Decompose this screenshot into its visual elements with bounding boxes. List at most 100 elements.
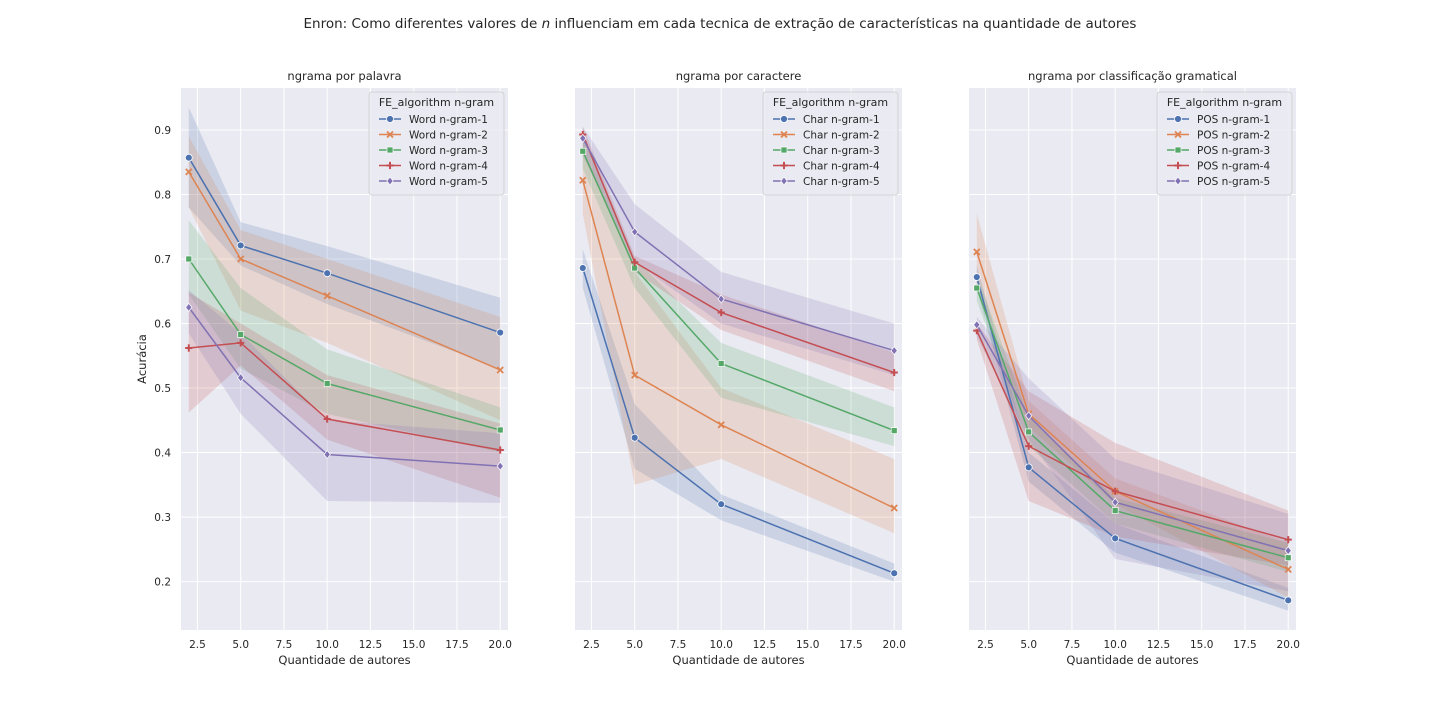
legend-marker <box>386 115 394 123</box>
series-line <box>188 306 501 467</box>
legend-entry: Word n-gram-2 <box>379 130 488 142</box>
data-point <box>1025 411 1033 421</box>
y-tick-label: 0.5 <box>154 383 171 395</box>
data-point <box>236 241 245 250</box>
series <box>579 130 898 377</box>
ci-band <box>582 126 895 376</box>
ci-band <box>976 317 1289 592</box>
panel-2: ngrama por caractere 2.5 5.0 7.5 10.0 12.5 15.… <box>575 69 906 667</box>
y-tick-label: 0.9 <box>154 125 171 137</box>
panel-title: ngrama por palavra <box>287 69 401 83</box>
x-tick-label: 10.0 <box>710 639 733 651</box>
series-lines <box>578 130 899 578</box>
x-tick-label: 7.5 <box>276 639 293 651</box>
series-lines <box>972 248 1293 605</box>
series-line <box>976 276 1289 602</box>
data-point <box>717 294 725 304</box>
series-line <box>976 330 1289 541</box>
legend-entry: POS n-gram-2 <box>1167 130 1270 142</box>
x-tick-label: 5.0 <box>232 639 249 651</box>
data-point <box>579 133 587 143</box>
legend-label: POS n-gram-5 <box>1197 176 1270 188</box>
legend: FE_algorithm n-gram POS n-gram-1 POS n-gra… <box>1156 91 1293 196</box>
series-line <box>582 137 895 352</box>
legend-label: POS n-gram-4 <box>1197 161 1270 173</box>
data-point <box>185 302 193 312</box>
legend-marker <box>1174 115 1182 123</box>
series-line <box>582 267 895 574</box>
ci-band <box>582 133 895 447</box>
legend-entry: Char n-gram-3 <box>773 145 880 157</box>
x-tick-label: 20.0 <box>489 639 512 651</box>
legend-marker <box>780 161 788 170</box>
panel-3: ngrama por classificação gramatical 2.5 5.… <box>969 69 1300 667</box>
data-point <box>973 248 981 256</box>
data-point <box>323 449 331 460</box>
legend-marker <box>780 176 788 186</box>
legend-title: FE_algorithm n-gram <box>1167 96 1282 109</box>
legend-marker <box>386 161 394 170</box>
series-line <box>188 258 501 431</box>
x-tick-label: 2.5 <box>583 639 600 651</box>
data-point <box>323 380 331 387</box>
x-tick-label: 20.0 <box>883 639 906 651</box>
panel-1: ngrama por palavra 2.5 5.0 7.5 10.0 12.5 15.0 1… <box>135 69 512 667</box>
legend-marker <box>780 115 788 123</box>
series <box>973 320 1292 556</box>
series-line <box>976 287 1289 559</box>
x-axis-label: Quantidade de autores <box>278 653 410 667</box>
confidence-bands <box>582 126 895 582</box>
series <box>972 273 1293 605</box>
series <box>973 327 1292 544</box>
legend-label: Word n-gram-2 <box>409 130 488 142</box>
data-point <box>579 147 587 155</box>
x-axis-label: Quantidade de autores <box>672 653 804 667</box>
panels: ngrama por palavra 2.5 5.0 7.5 10.0 12.5 15.0 1… <box>135 69 1300 667</box>
x-tick-label: 10.0 <box>1104 639 1127 651</box>
series-line <box>582 134 895 374</box>
x-tick-label: 17.5 <box>1233 639 1256 651</box>
data-point <box>1284 546 1292 556</box>
x-tick-label: 12.5 <box>1147 639 1170 651</box>
data-point <box>1284 554 1292 562</box>
legend-marker <box>780 146 788 154</box>
legend-label: Word n-gram-3 <box>409 145 488 157</box>
data-point <box>496 366 504 374</box>
series <box>184 153 505 337</box>
data-point <box>496 461 504 471</box>
series <box>973 284 1292 562</box>
legend: FE_algorithm n-gram Char n-gram-1 Char n-g… <box>762 91 899 196</box>
ci-band <box>188 107 501 369</box>
x-tick-label: 7.5 <box>670 639 687 651</box>
data-point <box>630 433 639 442</box>
series <box>185 302 504 471</box>
ci-band <box>976 265 1289 611</box>
ci-band <box>582 149 895 534</box>
legend-label: Char n-gram-5 <box>803 176 880 188</box>
y-tick-label: 0.7 <box>154 254 171 266</box>
ci-band <box>582 249 895 582</box>
data-point <box>631 227 639 237</box>
x-tick-label: 2.5 <box>977 639 994 651</box>
panel-title: ngrama por classificação gramatical <box>1028 69 1237 83</box>
legend-marker <box>386 146 394 154</box>
legend-entry: Char n-gram-5 <box>773 176 880 188</box>
legend-label: Char n-gram-3 <box>803 145 880 157</box>
legend-entry: Word n-gram-3 <box>379 145 488 157</box>
legend-marker <box>780 130 788 139</box>
legend-marker <box>386 130 394 139</box>
x-tick-label: 15.0 <box>402 639 425 651</box>
legend-entry: POS n-gram-5 <box>1167 176 1270 188</box>
panel-title: ngrama por caractere <box>676 69 802 83</box>
data-point <box>578 264 587 272</box>
legend-marker <box>1174 161 1182 170</box>
data-point <box>890 427 898 434</box>
data-point <box>323 269 332 278</box>
ci-band <box>188 220 501 453</box>
y-tick-label: 0.3 <box>154 512 171 524</box>
y-axis-label: Acurácia <box>135 334 149 384</box>
series-lines <box>184 153 505 471</box>
series-line <box>188 171 501 371</box>
series-line <box>188 342 501 451</box>
legend-label: POS n-gram-1 <box>1197 114 1270 126</box>
